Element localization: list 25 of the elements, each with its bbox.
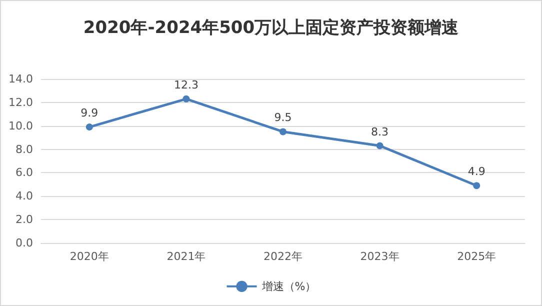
y-tick-label: 4.0 xyxy=(16,190,33,203)
y-tick-label: 14.0 xyxy=(8,72,33,86)
data-label: 9.9 xyxy=(80,106,98,120)
point xyxy=(86,124,93,131)
x-tick-label: 2022年 xyxy=(264,250,302,263)
y-tick-label: 10.0 xyxy=(8,119,33,132)
y-tick-label: 8.0 xyxy=(16,142,33,156)
point xyxy=(280,128,286,136)
data-label: 9.5 xyxy=(274,111,292,124)
legend-label: 增速（%） xyxy=(260,280,316,293)
x-tick-label: 2025年 xyxy=(457,250,496,263)
point xyxy=(473,182,480,190)
y-tick-label: 0.0 xyxy=(16,236,33,250)
y-tick-label: 2.0 xyxy=(16,213,33,226)
x-tick-label: 2023年 xyxy=(360,250,400,263)
x-tick-label: 2020年 xyxy=(70,250,109,263)
point xyxy=(376,142,384,150)
x-tick-label: 2021年 xyxy=(166,250,206,263)
y-tick-label: 12.0 xyxy=(8,96,33,109)
chart-title: 2020年-2024年500万以上固定资产投资额增速 xyxy=(83,18,459,38)
data-label: 4.9 xyxy=(468,165,486,178)
y-tick-label: 6.0 xyxy=(16,166,33,180)
data-label: 8.3 xyxy=(371,125,389,138)
data-label: 12.3 xyxy=(174,78,198,92)
point xyxy=(182,95,190,102)
